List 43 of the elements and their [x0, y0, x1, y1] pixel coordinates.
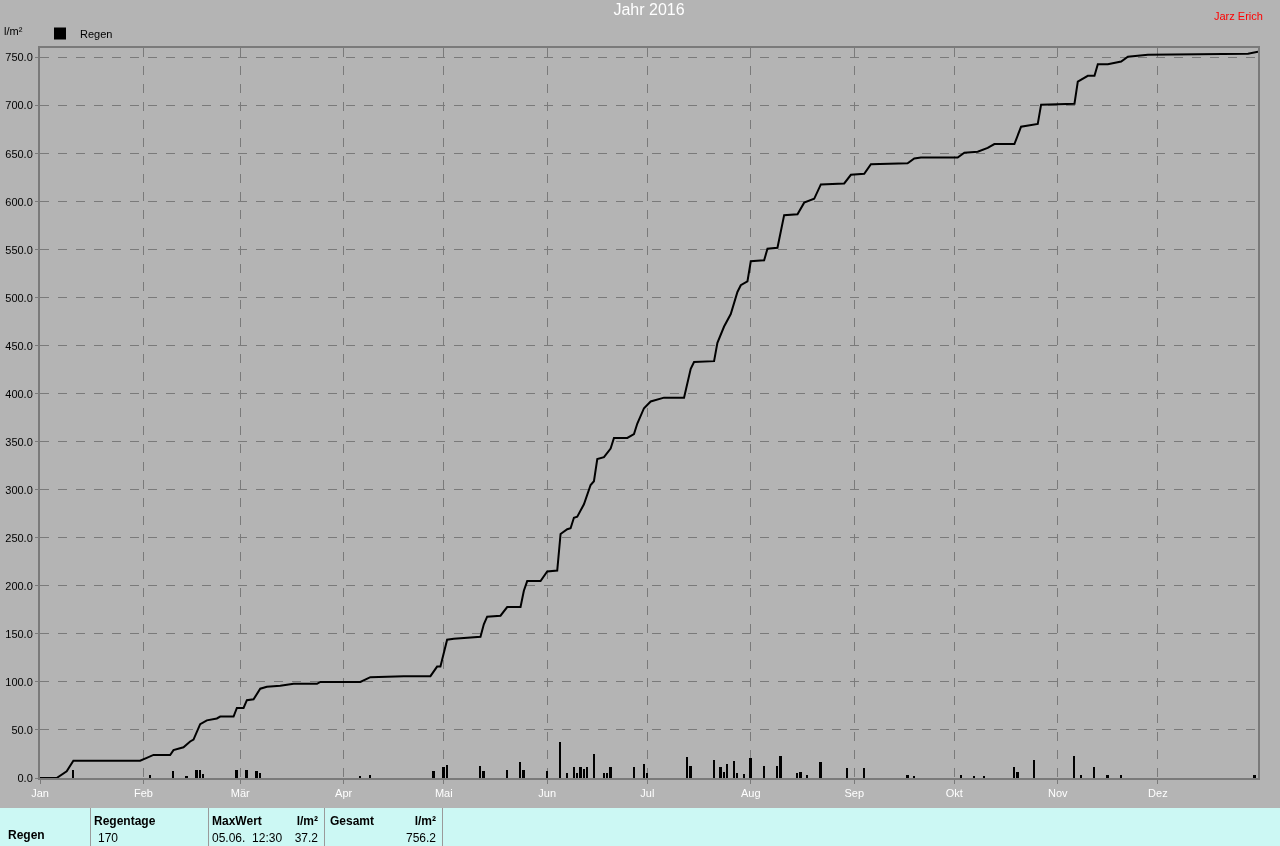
- text: Regentage: [94, 814, 156, 828]
- y-tick-label: 300.0: [5, 483, 33, 496]
- y-tick-label: 0.0: [17, 771, 33, 784]
- x-tick-label: Mär: [230, 787, 251, 800]
- text: MaxWert: [212, 814, 262, 828]
- y-tick-label: 400.0: [5, 387, 33, 400]
- y-axis-title: l/m²: [4, 25, 23, 37]
- x-tick-label: Mai: [434, 787, 453, 800]
- y-tick-label: 250.0: [5, 531, 33, 544]
- legend-label: Regen: [80, 27, 113, 40]
- y-tick-label: 700.0: [5, 99, 33, 112]
- text: 05.06. 12:30: [212, 831, 283, 845]
- text: 37.2: [294, 831, 318, 845]
- y-tick-label: 450.0: [5, 339, 33, 352]
- text: l/m²: [414, 814, 436, 828]
- text: 756.2: [405, 831, 436, 845]
- y-tick-label: 500.0: [5, 291, 33, 304]
- y-tick-label: 650.0: [5, 147, 33, 160]
- text: Regen: [8, 828, 45, 842]
- x-tick-label: Jun: [538, 787, 557, 800]
- y-tick-label: 600.0: [5, 195, 33, 208]
- x-tick-label: Sep: [844, 787, 865, 800]
- x-tick-label: Aug: [740, 787, 761, 800]
- y-tick-label: 350.0: [5, 435, 33, 448]
- x-tick-label: Jan: [31, 787, 49, 800]
- chart-title: Jahr 2016: [613, 1, 685, 19]
- x-tick-label: Okt: [945, 787, 963, 800]
- y-tick-label: 100.0: [5, 675, 33, 688]
- text: l/m²: [296, 814, 318, 828]
- x-tick-label: Dez: [1148, 787, 1168, 800]
- x-tick-label: Feb: [133, 787, 153, 800]
- text: Jarz Erich: [1214, 10, 1263, 22]
- x-tick-label: Apr: [335, 787, 353, 800]
- y-tick-label: 150.0: [5, 627, 33, 640]
- y-tick-label: 50.0: [11, 723, 33, 736]
- y-tick-label: 750.0: [5, 51, 33, 64]
- text: 170: [98, 831, 119, 845]
- y-tick-label: 550.0: [5, 243, 33, 256]
- y-tick-label: 200.0: [5, 579, 33, 592]
- line-series: [40, 50, 1258, 778]
- x-tick-label: Nov: [1048, 787, 1069, 800]
- text: Gesamt: [330, 814, 375, 828]
- x-tick-label: Jul: [640, 787, 655, 800]
